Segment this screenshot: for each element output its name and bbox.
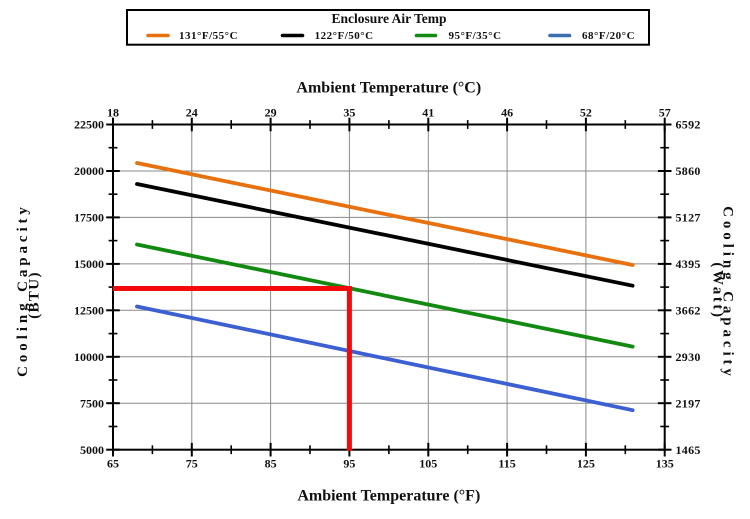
svg-text:29: 29 (265, 106, 277, 120)
svg-text:15000: 15000 (74, 257, 104, 271)
svg-text:18: 18 (107, 106, 119, 120)
svg-text:12500: 12500 (74, 303, 104, 317)
svg-text:1465: 1465 (676, 443, 701, 457)
svg-text:115: 115 (498, 457, 515, 471)
svg-text:95°F/35°C: 95°F/35°C (449, 30, 502, 42)
svg-text:6592: 6592 (676, 118, 701, 132)
svg-text:125: 125 (577, 457, 595, 471)
svg-text:35: 35 (343, 106, 355, 120)
svg-text:Ambient Temperature (°C): Ambient Temperature (°C) (296, 80, 481, 97)
svg-text:68°F/20°C: 68°F/20°C (582, 30, 635, 42)
svg-text:20000: 20000 (74, 164, 104, 178)
svg-text:7500: 7500 (80, 396, 104, 410)
svg-text:131°F/55°C: 131°F/55°C (179, 30, 238, 42)
svg-text:41: 41 (422, 106, 434, 120)
svg-text:105: 105 (419, 457, 437, 471)
svg-text:95: 95 (343, 457, 355, 471)
svg-text:Ambient Temperature (°F): Ambient Temperature (°F) (297, 488, 480, 505)
svg-text:2930: 2930 (676, 350, 701, 364)
svg-text:(BTU): (BTU) (27, 271, 43, 319)
svg-text:5000: 5000 (80, 443, 104, 457)
svg-text:17500: 17500 (74, 211, 104, 225)
svg-text:122°F/50°C: 122°F/50°C (315, 30, 374, 42)
svg-text:57: 57 (659, 106, 671, 120)
svg-text:10000: 10000 (74, 350, 104, 364)
svg-text:52: 52 (580, 106, 592, 120)
svg-text:135: 135 (656, 457, 674, 471)
svg-text:Cooling Capacity: Cooling Capacity (15, 203, 31, 377)
svg-text:85: 85 (265, 457, 277, 471)
svg-text:24: 24 (186, 106, 198, 120)
svg-text:5860: 5860 (676, 164, 701, 178)
svg-text:Cooling Capacity: Cooling Capacity (719, 206, 735, 380)
svg-text:65: 65 (107, 457, 119, 471)
svg-text:5127: 5127 (676, 211, 701, 225)
svg-text:2197: 2197 (676, 396, 701, 410)
svg-text:22500: 22500 (74, 118, 104, 132)
svg-text:3662: 3662 (676, 303, 701, 317)
svg-text:(Watt): (Watt) (710, 262, 726, 319)
svg-text:75: 75 (186, 457, 198, 471)
svg-text:4395: 4395 (676, 257, 701, 271)
svg-text:46: 46 (501, 106, 513, 120)
svg-text:Enclosure Air Temp: Enclosure Air Temp (331, 11, 446, 26)
